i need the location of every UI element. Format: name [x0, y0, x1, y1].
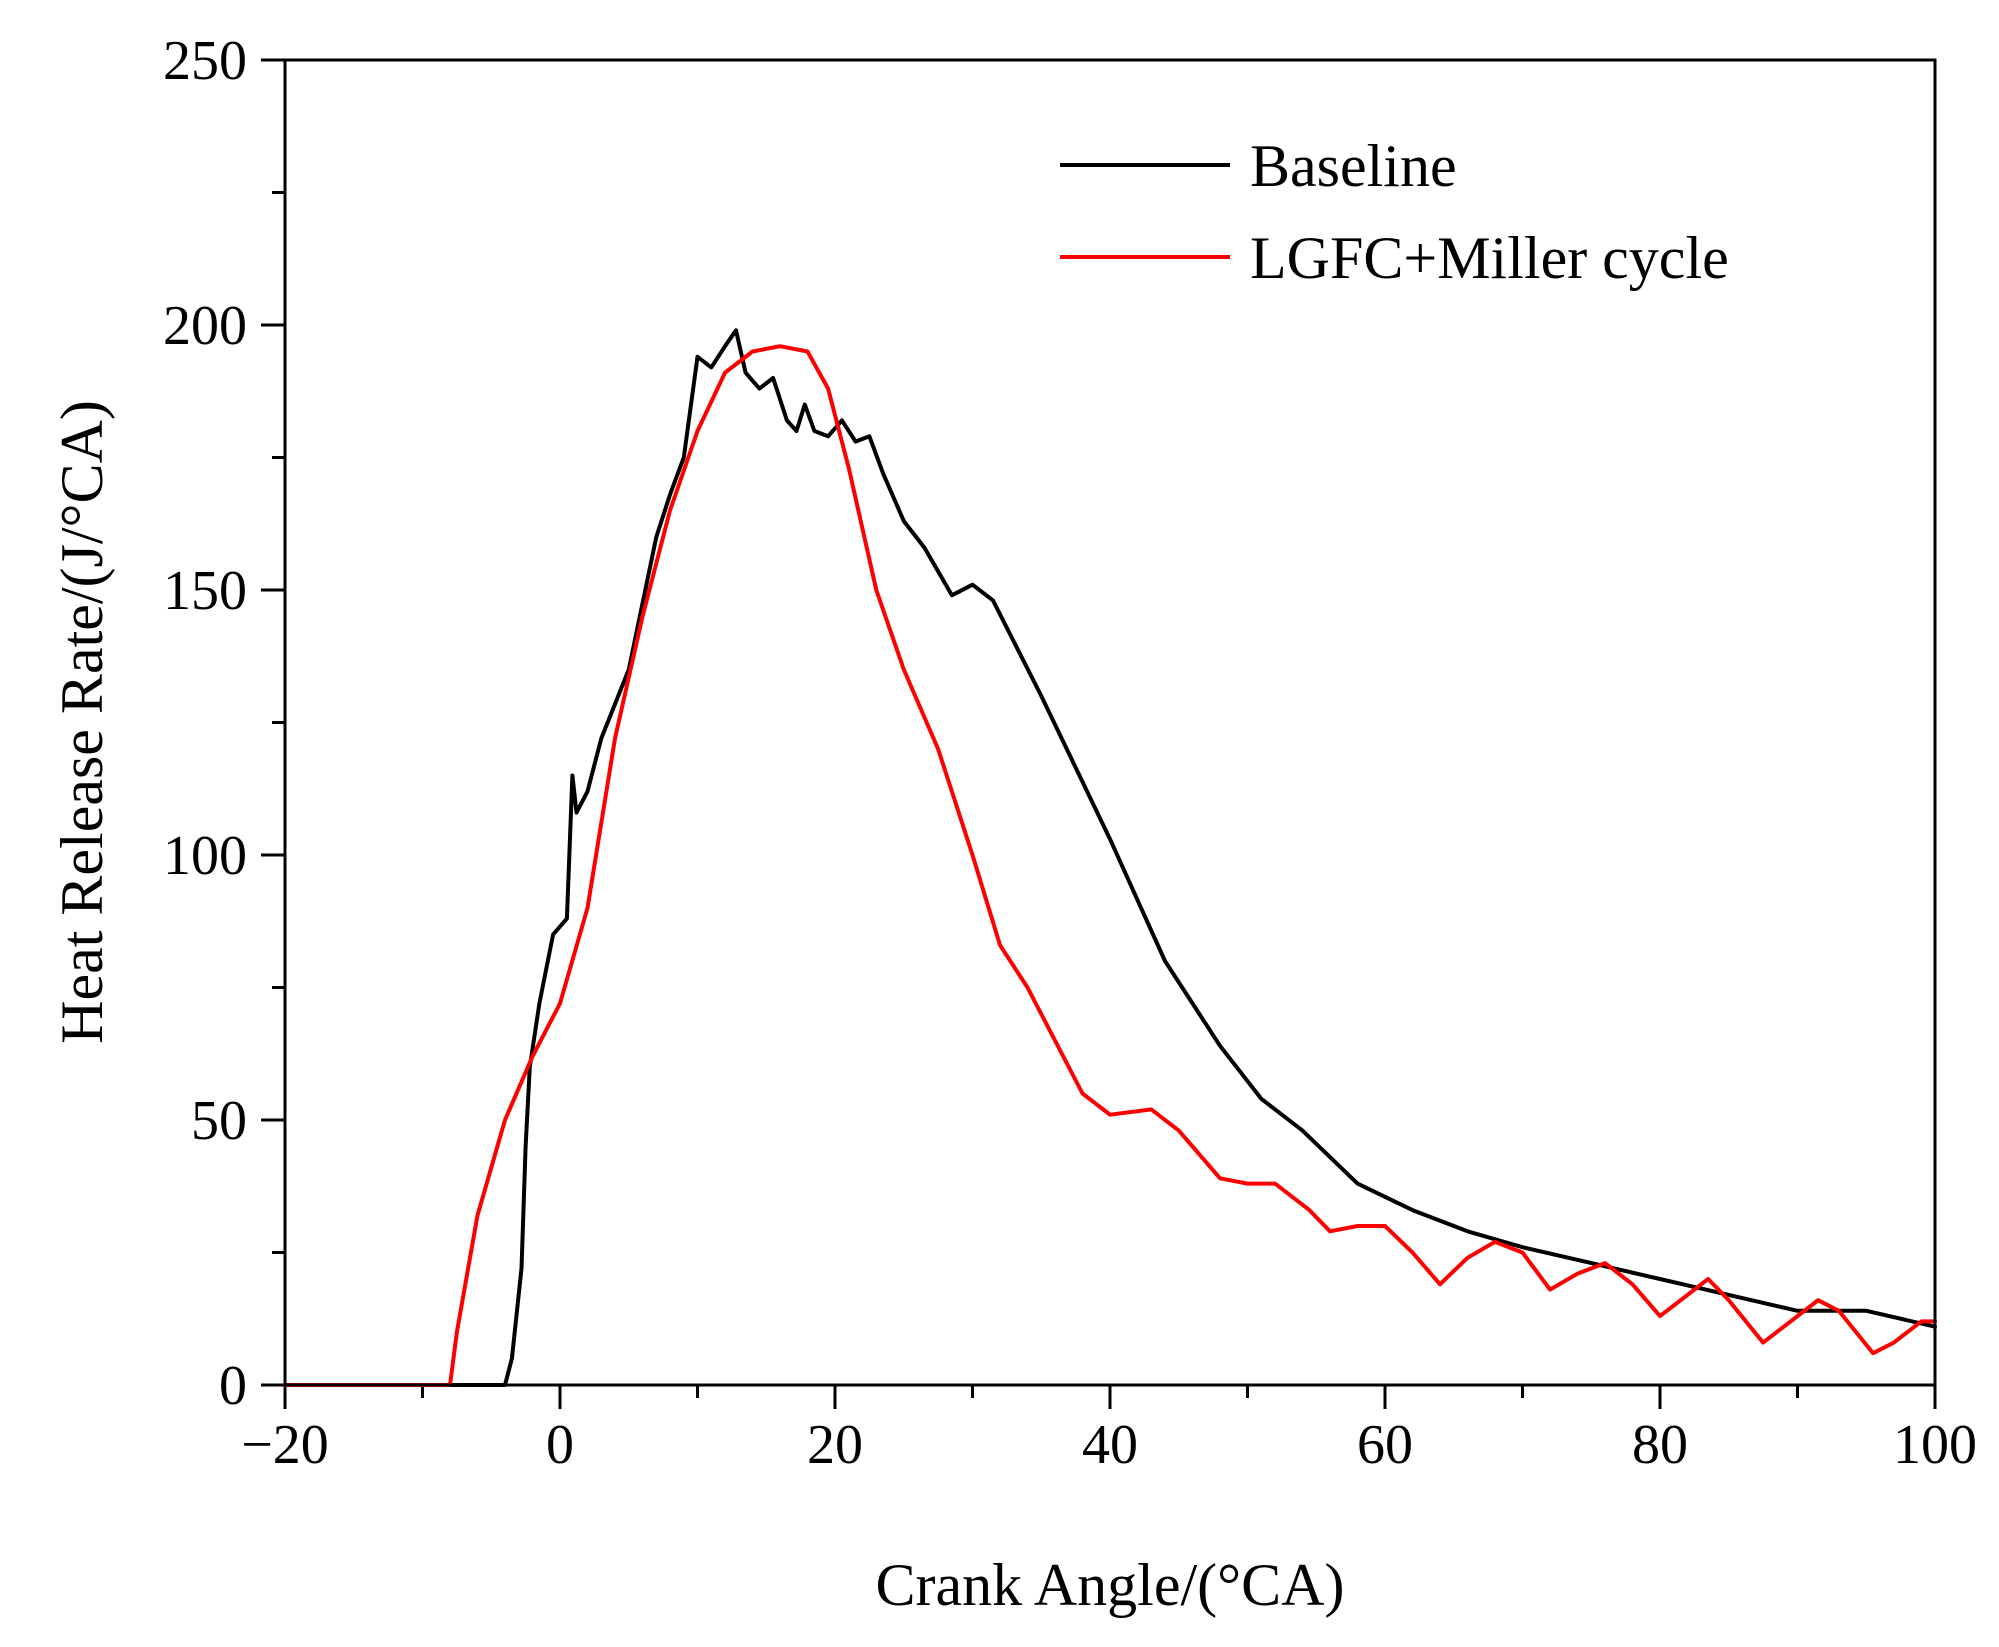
lines-layer: [283, 328, 1937, 1387]
y-tick-label: 250: [163, 30, 247, 92]
x-tick-labels: −20 0 20 40 60 80 100: [241, 1414, 1977, 1476]
x-tick-label: 20: [807, 1414, 863, 1476]
x-tick-label: 80: [1632, 1414, 1688, 1476]
series-line-lgfc-miller: [283, 344, 1937, 1387]
x-tick-label: 40: [1082, 1414, 1138, 1476]
x-tick-label: 100: [1893, 1414, 1977, 1476]
series-line-baseline: [283, 328, 1937, 1387]
y-tick-label: 100: [163, 825, 247, 887]
y-tick-label: 0: [219, 1355, 247, 1417]
legend-label-lgfc-miller: LGFC+Miller cycle: [1250, 225, 1729, 291]
x-tick-label: −20: [241, 1414, 329, 1476]
legend-label-baseline: Baseline: [1250, 133, 1457, 199]
y-tick-label: 200: [163, 295, 247, 357]
y-tick-labels: 0 50 100 150 200 250: [163, 30, 247, 1417]
x-tick-label: 60: [1357, 1414, 1413, 1476]
x-axis-title: Crank Angle/(°CA): [876, 1552, 1345, 1618]
legend: Baseline LGFC+Miller cycle: [1060, 133, 1729, 291]
x-tick-label: 0: [546, 1414, 574, 1476]
ticks-layer: [261, 58, 1937, 1409]
plot-frame: [283, 58, 1937, 1387]
y-axis-title: Heat Release Rate/(J/°CA): [49, 400, 115, 1044]
y-tick-label: 50: [191, 1090, 247, 1152]
y-tick-label: 150: [163, 560, 247, 622]
